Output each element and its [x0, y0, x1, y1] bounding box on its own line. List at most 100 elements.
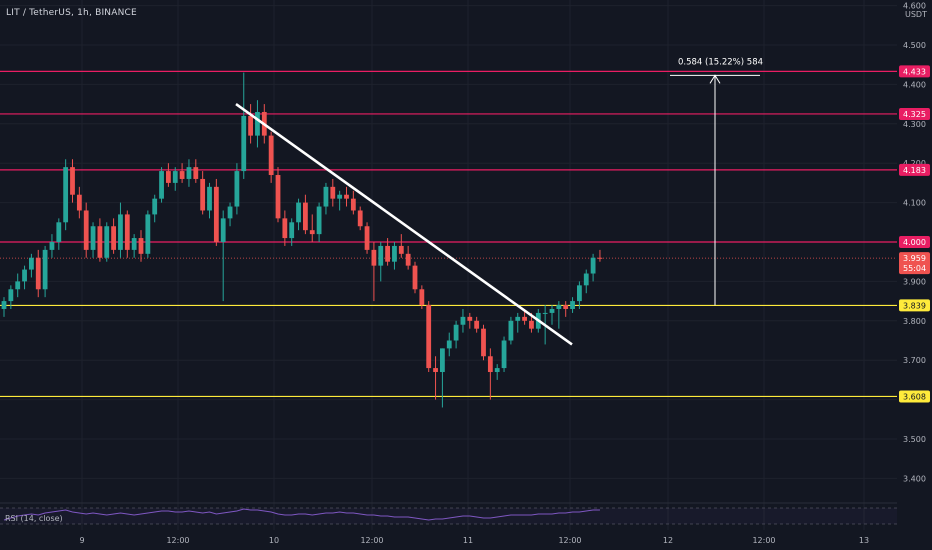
candle-down[interactable]	[268, 135, 274, 176]
candle-up[interactable]	[152, 198, 158, 215]
candle-down[interactable]	[371, 249, 377, 266]
level-price-label[interactable]	[899, 65, 930, 78]
candle-up[interactable]	[42, 249, 48, 290]
candle-up[interactable]	[118, 214, 123, 250]
candle-up[interactable]	[220, 218, 226, 242]
candle-up[interactable]	[56, 222, 62, 242]
trendline[interactable]	[235, 103, 573, 346]
candle-down[interactable]	[303, 202, 308, 231]
candle-up[interactable]	[501, 340, 507, 369]
level-price-label[interactable]	[899, 236, 930, 248]
candle-up[interactable]	[515, 316, 521, 321]
candle-down[interactable]	[213, 186, 219, 242]
candle-up[interactable]	[446, 340, 452, 349]
level-price-label[interactable]	[899, 299, 930, 312]
candle-up[interactable]	[241, 115, 247, 172]
candle-up[interactable]	[583, 273, 589, 286]
rsi-label[interactable]: RSI (14, close)	[5, 514, 63, 523]
candle-up[interactable]	[542, 312, 548, 314]
level-price-label[interactable]	[899, 107, 930, 120]
candle-up[interactable]	[186, 167, 192, 179]
candle-up[interactable]	[159, 171, 164, 199]
candle-down[interactable]	[474, 320, 480, 329]
candle-up[interactable]	[131, 238, 137, 250]
candle-up[interactable]	[227, 206, 233, 219]
candle-down[interactable]	[275, 175, 281, 219]
chart-drawings[interactable]: 0.584 (15.22%) 584	[235, 57, 763, 346]
candle-down[interactable]	[166, 171, 171, 183]
candle-up[interactable]	[15, 281, 21, 290]
candle-down[interactable]	[419, 289, 425, 306]
candle-down[interactable]	[193, 167, 199, 179]
candle-down[interactable]	[111, 226, 116, 250]
level-price-label[interactable]	[899, 390, 930, 403]
candle-up[interactable]	[570, 301, 575, 309]
candle-up[interactable]	[207, 186, 212, 211]
level-price-label[interactable]	[899, 163, 930, 176]
candle-down[interactable]	[70, 167, 75, 195]
candle-up[interactable]	[22, 269, 27, 282]
candle-down[interactable]	[522, 316, 527, 321]
candle-up[interactable]	[556, 305, 562, 309]
candle-down[interactable]	[426, 305, 432, 369]
candle-down[interactable]	[124, 214, 130, 250]
candle-down[interactable]	[385, 245, 390, 262]
candle-up[interactable]	[453, 324, 459, 341]
candle-down[interactable]	[350, 198, 356, 211]
candle-up[interactable]	[289, 222, 295, 239]
candle-down[interactable]	[481, 328, 486, 357]
candle-down[interactable]	[309, 230, 315, 235]
horizontal-levels[interactable]	[0, 70, 897, 398]
candle-up[interactable]	[440, 348, 445, 373]
candle-up[interactable]	[234, 171, 240, 207]
candle-up[interactable]	[316, 206, 322, 235]
candle-down[interactable]	[83, 210, 89, 250]
candle-down[interactable]	[487, 356, 493, 373]
candle-up[interactable]	[8, 289, 14, 302]
candle-up[interactable]	[90, 226, 96, 250]
candle-down[interactable]	[467, 316, 473, 321]
candle-up[interactable]	[577, 285, 582, 302]
candle-up[interactable]	[145, 214, 151, 254]
candle-up[interactable]	[1, 301, 7, 309]
candle-down[interactable]	[529, 320, 534, 329]
candle-up[interactable]	[337, 194, 343, 199]
candle-down[interactable]	[398, 245, 404, 254]
time-axis[interactable]: 9 12:00 10 12:00 11 12:00 12 12:00 13	[79, 536, 869, 545]
candle-up[interactable]	[104, 226, 110, 258]
candle-up[interactable]	[460, 316, 466, 325]
candle-up[interactable]	[323, 186, 329, 207]
candle-down[interactable]	[597, 257, 603, 259]
current-price-label[interactable]	[899, 252, 930, 275]
candle-down[interactable]	[412, 265, 418, 290]
candle-up[interactable]	[29, 257, 34, 270]
candlestick-series[interactable]	[1, 72, 603, 408]
candle-down[interactable]	[344, 194, 349, 199]
candle-up[interactable]	[549, 308, 555, 313]
price-axis[interactable]: 4.600 4.500 4.400 4.300 4.200 4.100 4.000 3.900…	[899, 2, 930, 484]
candle-up[interactable]	[172, 171, 178, 183]
candle-up[interactable]	[255, 111, 260, 136]
candle-down[interactable]	[179, 171, 185, 179]
candle-up[interactable]	[590, 257, 596, 274]
candle-down[interactable]	[330, 186, 336, 199]
candle-down[interactable]	[433, 368, 438, 373]
candle-up[interactable]	[508, 320, 514, 341]
rsi-pane[interactable]: RSI (14, close)	[0, 502, 897, 525]
candle-down[interactable]	[138, 238, 144, 254]
candle-down[interactable]	[563, 305, 569, 309]
candle-down[interactable]	[248, 115, 253, 136]
candle-up[interactable]	[378, 245, 384, 266]
candle-down[interactable]	[35, 257, 41, 290]
symbol-title[interactable]: LIT / TetherUS, 1h, BINANCE	[6, 8, 137, 18]
candle-down[interactable]	[357, 210, 363, 227]
candle-down[interactable]	[364, 226, 370, 250]
candle-up[interactable]	[494, 368, 500, 373]
candle-down[interactable]	[405, 253, 411, 266]
candle-up[interactable]	[49, 242, 55, 250]
candle-up[interactable]	[63, 167, 69, 223]
candle-down[interactable]	[97, 226, 103, 258]
candle-down[interactable]	[200, 178, 206, 211]
candle-down[interactable]	[76, 194, 82, 211]
